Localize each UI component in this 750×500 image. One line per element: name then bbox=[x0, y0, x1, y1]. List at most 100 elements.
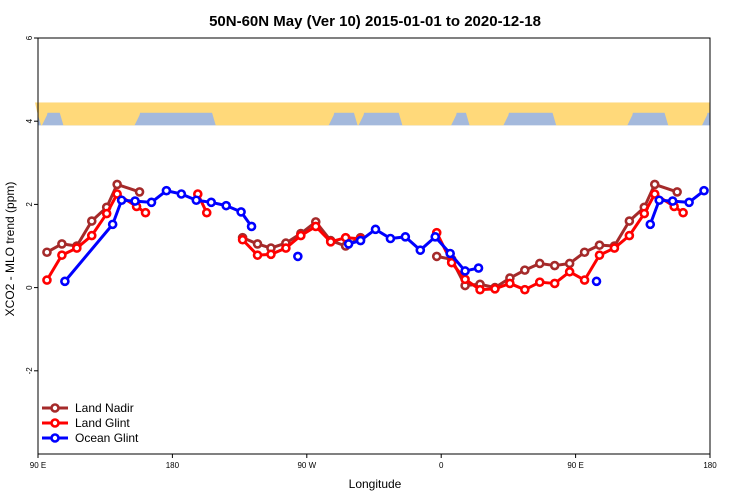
legend-label: Land Nadir bbox=[75, 401, 134, 415]
data-point bbox=[624, 230, 635, 241]
data-point bbox=[667, 196, 678, 206]
data-point bbox=[678, 207, 688, 218]
data-point bbox=[246, 221, 257, 232]
data-point bbox=[107, 219, 118, 230]
series-ocean-glint bbox=[60, 185, 709, 287]
data-point bbox=[266, 249, 276, 260]
series-line bbox=[435, 192, 684, 292]
chart-title: 50N-60N May (Ver 10) 2015-01-01 to 2020-… bbox=[209, 13, 541, 30]
data-point bbox=[594, 240, 605, 250]
data-point bbox=[60, 276, 70, 287]
legend-label: Ocean Glint bbox=[75, 431, 139, 445]
map-strip bbox=[35, 102, 710, 126]
series-land-glint bbox=[42, 189, 688, 295]
data-point bbox=[445, 248, 455, 259]
data-point bbox=[430, 232, 441, 242]
data-point bbox=[549, 260, 560, 271]
data-point bbox=[446, 257, 457, 268]
data-point bbox=[176, 189, 187, 199]
data-point bbox=[310, 221, 321, 232]
data-point bbox=[221, 200, 231, 211]
data-point bbox=[252, 239, 263, 249]
data-point bbox=[112, 179, 122, 190]
data-point bbox=[490, 284, 500, 294]
data-point bbox=[385, 233, 396, 244]
x-axis-label: Longitude bbox=[349, 477, 402, 491]
data-point bbox=[86, 216, 97, 226]
data-point bbox=[549, 278, 560, 289]
legend-swatch-marker bbox=[50, 433, 60, 443]
data-point bbox=[72, 243, 82, 253]
data-point bbox=[654, 195, 665, 206]
y-tick-label: 2 bbox=[25, 202, 34, 207]
data-point bbox=[534, 277, 545, 287]
data-point bbox=[505, 278, 515, 289]
data-point bbox=[639, 208, 650, 219]
data-point bbox=[237, 234, 248, 245]
data-point bbox=[116, 195, 127, 206]
data-point bbox=[206, 197, 217, 208]
data-point bbox=[201, 207, 212, 218]
data-point bbox=[699, 185, 709, 196]
data-point bbox=[649, 179, 660, 190]
series-line bbox=[436, 182, 678, 290]
data-point bbox=[42, 275, 52, 285]
y-tick-label: 4 bbox=[25, 118, 34, 123]
y-tick-label: 0 bbox=[25, 285, 34, 290]
data-point bbox=[564, 258, 575, 269]
plot-frame bbox=[37, 37, 711, 455]
data-point bbox=[42, 247, 52, 258]
x-tick-label: 180 bbox=[166, 461, 180, 470]
data-point bbox=[415, 245, 426, 255]
data-point bbox=[579, 247, 590, 258]
data-point bbox=[460, 274, 470, 285]
data-point bbox=[684, 197, 694, 208]
axes: -2 0 2 4 6 90 E 180 90 W 0 90 E 180 bbox=[25, 35, 717, 470]
data-point bbox=[130, 196, 140, 206]
map-land-band bbox=[38, 102, 710, 113]
data-point bbox=[252, 250, 263, 260]
data-point bbox=[112, 189, 122, 199]
data-point bbox=[57, 250, 67, 260]
data-point bbox=[591, 276, 602, 287]
data-point bbox=[140, 207, 151, 218]
data-point bbox=[475, 284, 485, 295]
data-point bbox=[534, 258, 545, 269]
data-point bbox=[146, 197, 157, 208]
data-point bbox=[672, 187, 682, 197]
data-point bbox=[579, 275, 590, 285]
legend-label: Land Glint bbox=[75, 416, 130, 430]
y-tick-label: -2 bbox=[25, 367, 34, 375]
legend-swatch-marker bbox=[50, 403, 60, 413]
x-tick-label: 0 bbox=[439, 461, 444, 470]
data-point bbox=[594, 250, 605, 260]
data-point bbox=[520, 265, 530, 275]
data-point bbox=[161, 185, 172, 196]
data-point bbox=[191, 195, 202, 206]
data-point bbox=[343, 239, 354, 249]
data-point bbox=[86, 230, 97, 241]
data-point bbox=[355, 235, 366, 246]
y-axis-label: XCO2 - MLO trend (ppm) bbox=[3, 182, 17, 317]
data-point bbox=[609, 243, 620, 253]
data-point bbox=[460, 266, 470, 276]
data-point bbox=[431, 251, 442, 262]
data-point bbox=[370, 224, 381, 235]
data-point bbox=[281, 243, 291, 253]
data-point bbox=[473, 263, 484, 273]
y-tick-label: 6 bbox=[25, 35, 34, 40]
data-point bbox=[624, 216, 635, 226]
data-point bbox=[400, 232, 411, 242]
x-tick-label: 90 E bbox=[567, 461, 583, 470]
data-point bbox=[296, 230, 306, 241]
x-tick-label: 90 E bbox=[30, 461, 46, 470]
data-point bbox=[325, 237, 336, 247]
data-point bbox=[101, 208, 112, 219]
series-layer bbox=[42, 179, 709, 295]
data-point bbox=[520, 284, 530, 295]
data-point bbox=[564, 266, 575, 277]
data-point bbox=[649, 189, 660, 199]
data-point bbox=[236, 207, 246, 217]
